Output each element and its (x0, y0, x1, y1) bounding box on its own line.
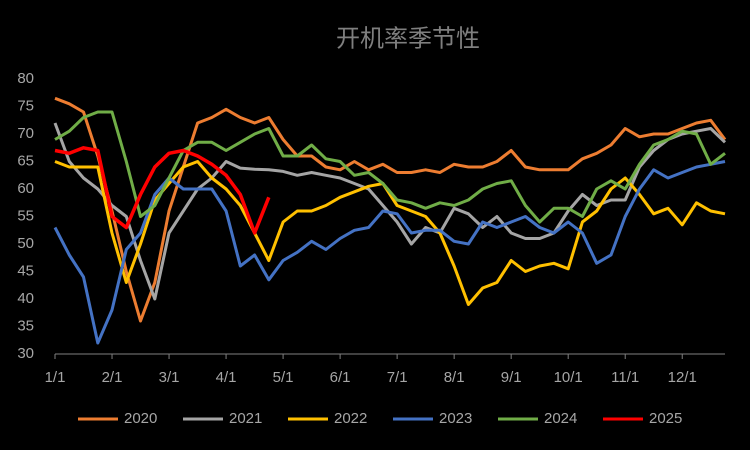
x-tick-label: 7/1 (387, 369, 408, 386)
legend-label: 2021 (229, 410, 262, 427)
y-tick-label: 30 (17, 345, 34, 362)
y-tick-label: 50 (17, 235, 34, 252)
y-tick-label: 75 (17, 97, 34, 114)
y-tick-label: 55 (17, 207, 34, 224)
chart-title: 开机率季节性 (336, 25, 480, 52)
legend-label: 2025 (649, 410, 682, 427)
x-tick-label: 5/1 (273, 369, 294, 386)
y-tick-label: 65 (17, 152, 34, 169)
y-tick-label: 35 (17, 317, 34, 334)
series-line (54, 96, 727, 323)
legend-label: 2022 (334, 410, 367, 427)
x-tick-label: 11/1 (611, 369, 639, 386)
legend-label: 2023 (439, 410, 472, 427)
x-tick-label: 3/1 (159, 369, 180, 386)
x-tick-label: 12/1 (668, 369, 697, 386)
x-tick-label: 8/1 (444, 369, 465, 386)
y-tick-label: 60 (17, 180, 34, 197)
x-tick-label: 10/1 (554, 369, 583, 386)
series-line (54, 110, 726, 224)
legend-label: 2024 (544, 410, 577, 427)
x-tick-label: 1/1 (45, 369, 66, 386)
x-tick-label: 6/1 (330, 369, 351, 386)
x-tick-label: 2/1 (102, 369, 123, 386)
y-tick-label: 40 (17, 290, 34, 307)
legend-label: 2020 (124, 410, 157, 427)
y-tick-label: 45 (17, 262, 34, 279)
y-tick-label: 80 (17, 70, 34, 87)
x-tick-label: 9/1 (501, 369, 522, 386)
y-tick-label: 70 (17, 125, 34, 142)
series-line (54, 160, 726, 306)
x-tick-label: 4/1 (216, 369, 237, 386)
series-line (54, 146, 271, 235)
